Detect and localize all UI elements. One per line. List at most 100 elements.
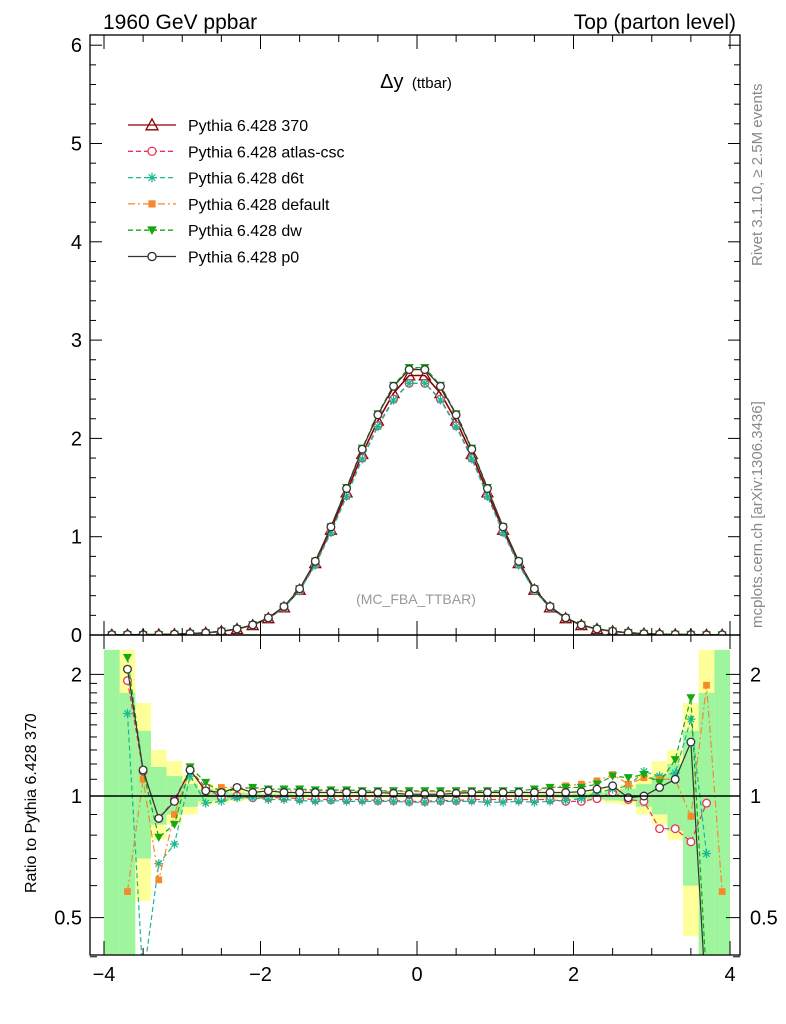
legend-label: Pythia 6.428 dw [188, 223, 302, 240]
ratio-data-point [185, 765, 195, 775]
ratio-y-tick-label: 2 [71, 664, 82, 686]
ratio-data-point [545, 796, 555, 806]
header-right-label: Top (parton level) [574, 11, 736, 34]
ratio-data-point [702, 849, 712, 859]
main-plot-marks [107, 364, 727, 635]
ratio-y-tick-label-right: 2 [750, 664, 761, 686]
ratio-data-point [687, 813, 695, 820]
main-data-point [451, 410, 461, 420]
legend-label: Pythia 6.428 p0 [188, 250, 299, 267]
ratio-data-point [389, 796, 399, 806]
main-y-tick-label: 3 [71, 330, 82, 352]
ratio-data-point [342, 796, 352, 806]
ratio-data-point [326, 795, 336, 805]
legend-label: Pythia 6.428 370 [188, 118, 308, 135]
ratio-data-point [592, 780, 602, 789]
main-plot-title-symbol: Δy [380, 71, 403, 93]
mcplots-side-label: mcplots.cern.ch [arXiv:1306.3436] [749, 401, 766, 628]
ratio-data-point [670, 756, 680, 765]
main-series-line [111, 367, 723, 635]
legend-item: Pythia 6.428 dw [128, 223, 302, 240]
ratio-data-point [670, 824, 680, 834]
ratio-data-point [310, 788, 320, 798]
ratio-data-point [718, 888, 726, 895]
ratio-band-green [698, 692, 715, 955]
ratio-data-point [639, 770, 649, 780]
ratio-data-point [171, 811, 178, 818]
legend-item: Pythia 6.428 370 [128, 117, 308, 135]
ratio-data-point [169, 839, 179, 849]
ratio-data-point [263, 795, 273, 805]
ratio-data-point [670, 768, 680, 778]
ratio-data-point [420, 797, 430, 807]
x-tick-label: −2 [249, 964, 272, 986]
ratio-series-line [126, 669, 705, 955]
main-data-point [404, 378, 414, 388]
main-data-point [467, 454, 477, 464]
ratio-data-point [169, 796, 179, 806]
main-data-point [623, 628, 633, 635]
main-x-ticks [103, 35, 731, 635]
ratio-data-point [185, 771, 195, 781]
x-tick-label: −4 [93, 964, 116, 986]
ratio-data-point [655, 778, 665, 787]
ratio-data-point [154, 833, 164, 842]
ratio-y-axis: 0.5 0.5 1 1 2 2 [54, 664, 778, 958]
legend-marker [147, 251, 157, 262]
main-plot: 0 1 2 3 4 5 6 Δy (ttbar) (MC_FBA_TTBAR) Pythia… [71, 34, 741, 647]
ratio-band-green [683, 730, 699, 886]
ratio-data-point [435, 796, 445, 806]
ratio-data-point [201, 778, 211, 787]
main-series-group [107, 364, 727, 635]
main-y-tick-label: 1 [71, 527, 82, 549]
ratio-series-0 [123, 676, 712, 847]
ratio-data-point [467, 796, 477, 806]
main-data-point [576, 620, 586, 630]
ratio-y-tick-label: 0.5 [54, 908, 82, 930]
legend-marker [147, 146, 157, 157]
main-data-point [342, 491, 352, 501]
ratio-data-point [561, 795, 571, 805]
main-data-point [514, 556, 524, 566]
legend-item: Pythia 6.428 default [128, 197, 330, 214]
main-data-point [592, 624, 602, 634]
ratio-data-point [124, 888, 131, 895]
main-y-tick-label: 5 [71, 134, 82, 156]
ratio-data-point [655, 782, 665, 792]
main-series-line [111, 368, 723, 635]
ratio-data-point [373, 796, 383, 806]
ratio-plot-frame [89, 634, 741, 956]
main-series-5 [107, 365, 727, 635]
main-data-point [639, 629, 649, 635]
ratio-data-point [514, 788, 524, 798]
ratio-data-point [608, 772, 618, 781]
ratio-data-point [670, 774, 680, 784]
ratio-data-point [404, 789, 414, 799]
ratio-data-point [703, 1003, 711, 1011]
ratio-data-point [326, 788, 336, 798]
ratio-data-point [155, 876, 163, 884]
ratio-data-point [702, 977, 711, 985]
x-tick-label: 0 [411, 964, 422, 986]
main-data-point [482, 491, 492, 501]
main-data-point [389, 395, 399, 405]
main-data-point [357, 444, 367, 454]
main-data-point [279, 602, 289, 611]
x-tick-label: 4 [724, 964, 735, 986]
ratio-data-point [138, 765, 148, 775]
main-data-point [342, 484, 352, 494]
legend: Pythia 6.428 370 Pythia 6.428 atlas-csc Py… [128, 117, 345, 267]
ratio-band-green [104, 649, 120, 955]
ratio-data-point [122, 654, 132, 663]
ratio-series-3 [122, 654, 711, 985]
ratio-data-point [342, 788, 352, 798]
ratio-data-point [154, 859, 164, 869]
ratio-data-point [498, 797, 508, 807]
ratio-series-line [126, 657, 706, 955]
ratio-y-axis-label: Ratio to Pythia 6.428 370 [23, 713, 40, 893]
ratio-data-point [655, 824, 665, 834]
ratio-data-point [248, 788, 258, 798]
ratio-data-point [608, 781, 618, 791]
main-data-point [404, 365, 414, 375]
ratio-data-point [373, 788, 383, 798]
